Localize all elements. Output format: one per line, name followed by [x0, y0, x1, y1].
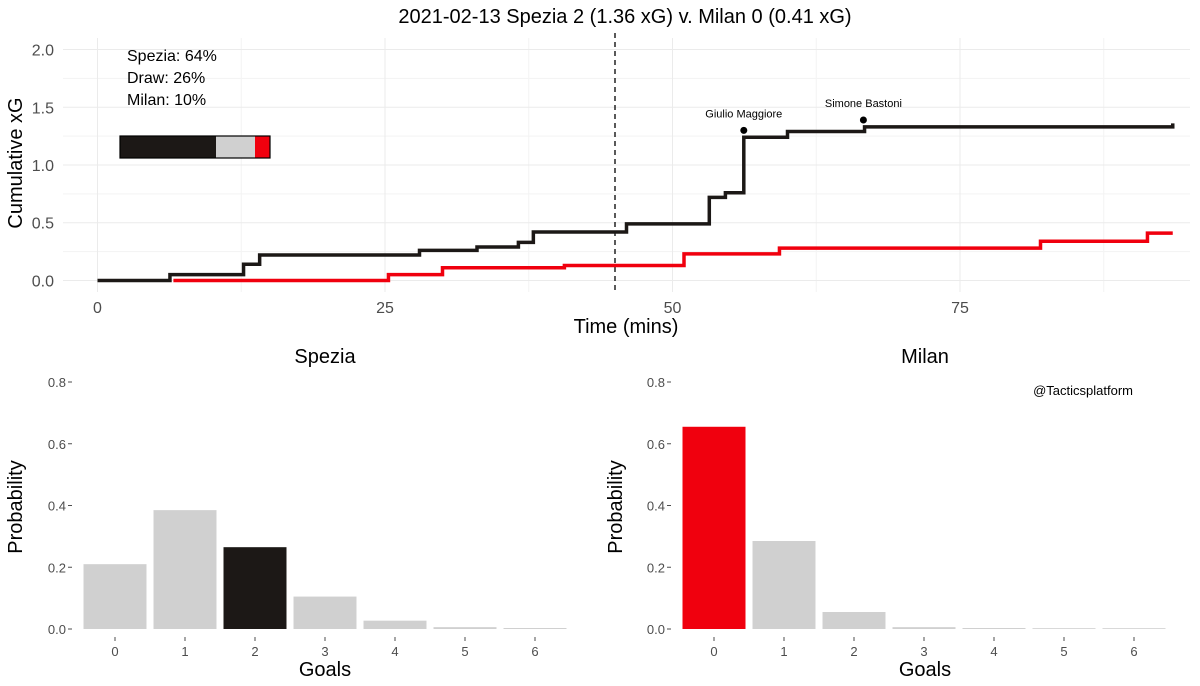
xg-x-tick-label: 25: [376, 300, 394, 317]
y-tick-label: 0.2: [647, 560, 665, 575]
x-tick-label: 4: [990, 644, 997, 659]
outcome-probability-bar: [119, 135, 271, 159]
xg-x-tick-label: 50: [664, 300, 682, 317]
credit-label: @Tacticsplatform: [1033, 383, 1133, 398]
y-tick-label: 0.4: [647, 499, 665, 514]
xg-x-ticks: 0 25 50 75: [93, 300, 969, 317]
y-tick-label: 0.0: [48, 622, 66, 637]
milan-win-annotation: Milan: 10%: [127, 92, 206, 109]
x-tick-label: 6: [531, 644, 538, 659]
xg-y-tick-label: 0.5: [32, 216, 54, 233]
x-tick-label: 0: [111, 644, 118, 659]
goals-bar: [1102, 628, 1166, 629]
goals-bar: [822, 612, 886, 629]
y-tick-label: 0.2: [48, 560, 66, 575]
goals-bar: [433, 627, 497, 629]
goals-bar: [1032, 628, 1096, 629]
outcome-annotations: Spezia: 64% Draw: 26% Milan: 10%: [127, 48, 217, 109]
xg-line-spezia: [97, 123, 1175, 283]
xg-y-tick-label: 1.5: [32, 100, 54, 117]
xg-series: [97, 123, 1175, 283]
milan-x-axis-title: Goals: [899, 659, 951, 681]
x-tick-label: 1: [780, 644, 787, 659]
spezia-win-annotation: Spezia: 64%: [127, 48, 217, 65]
goals-bar: [153, 510, 217, 629]
milan-panel-title: Milan: [901, 346, 949, 368]
x-tick-label: 5: [461, 644, 468, 659]
y-tick-label: 0.0: [647, 622, 665, 637]
x-tick-label: 0: [710, 644, 717, 659]
xg-x-tick-label: 0: [93, 300, 102, 317]
goal-markers: Giulio Maggiore Simone Bastoni: [705, 98, 902, 134]
outcome-segment: [216, 136, 255, 158]
y-tick-label: 0.4: [48, 499, 66, 514]
spezia-y-axis-title: Probability: [5, 460, 27, 553]
x-tick-label: 2: [850, 644, 857, 659]
milan-y-axis-title: Probability: [605, 460, 627, 553]
goals-bar: [363, 620, 427, 629]
y-tick-label: 0.6: [48, 437, 66, 452]
outcome-bar-outline: [119, 135, 271, 159]
x-tick-label: 6: [1130, 644, 1137, 659]
goals-bar: [752, 541, 816, 629]
x-tick-label: 5: [1060, 644, 1067, 659]
goals-bar: [293, 596, 357, 629]
xg-line-milan: [173, 231, 1173, 283]
spezia-x-axis-title: Goals: [299, 659, 351, 681]
outcome-segment: [255, 136, 270, 158]
goal-scorer-label: Giulio Maggiore: [705, 108, 782, 120]
xg-y-axis-title: Cumulative xG: [5, 97, 27, 228]
goal-marker: [740, 126, 748, 134]
xg-grid: [63, 38, 1190, 292]
spezia-goals-chart: 0.0 0.2 0.4 0.6 0.8 0 1 2 3 4 5 6: [48, 375, 567, 659]
xg-y-tick-label: 1.0: [32, 158, 54, 175]
goals-bar: [962, 628, 1026, 629]
xg-y-tick-label: 0.0: [32, 273, 54, 290]
xg-y-tick-label: 2.0: [32, 43, 54, 60]
x-tick-label: 2: [251, 644, 258, 659]
xg-x-axis-title: Time (mins): [574, 316, 679, 338]
goals-bar: [892, 627, 956, 629]
goals-bar: [223, 547, 287, 629]
x-tick-label: 1: [181, 644, 188, 659]
x-tick-label: 3: [321, 644, 328, 659]
xg-y-ticks: 0.0 0.5 1.0 1.5 2.0: [32, 43, 54, 291]
y-tick-label: 0.6: [647, 437, 665, 452]
goals-bar: [83, 564, 147, 629]
goals-bar: [503, 628, 567, 629]
x-tick-label: 4: [391, 644, 398, 659]
milan-goals-chart: 0.0 0.2 0.4 0.6 0.8 0 1 2 3 4 5 6: [647, 375, 1166, 659]
x-tick-label: 3: [920, 644, 927, 659]
goal-scorer-label: Simone Bastoni: [825, 98, 902, 110]
goals-bar: [682, 426, 746, 629]
outcome-segment: [120, 136, 216, 158]
xg-chart-title: 2021-02-13 Spezia 2 (1.36 xG) v. Milan 0…: [398, 6, 851, 28]
y-tick-label: 0.8: [48, 375, 66, 390]
goal-marker: [859, 116, 867, 124]
draw-annotation: Draw: 26%: [127, 70, 205, 87]
y-tick-label: 0.8: [647, 375, 665, 390]
spezia-panel-title: Spezia: [294, 346, 356, 368]
xg-x-tick-label: 75: [951, 300, 969, 317]
